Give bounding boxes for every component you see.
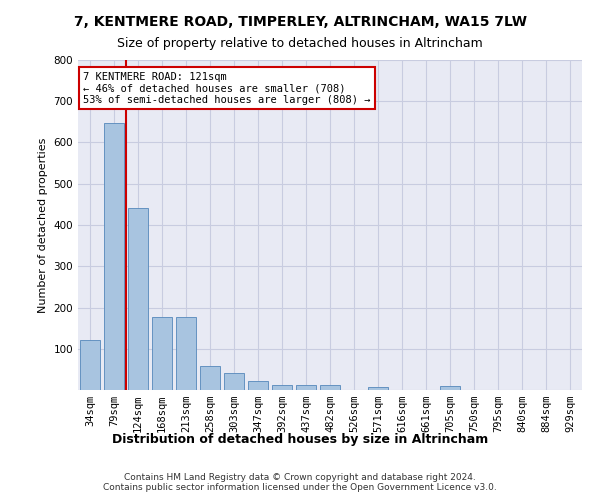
Bar xyxy=(176,316,196,390)
Text: Distribution of detached houses by size in Altrincham: Distribution of detached houses by size … xyxy=(112,432,488,446)
Bar xyxy=(152,316,172,390)
Text: 7, KENTMERE ROAD, TIMPERLEY, ALTRINCHAM, WA15 7LW: 7, KENTMERE ROAD, TIMPERLEY, ALTRINCHAM,… xyxy=(74,15,527,29)
Bar xyxy=(80,340,100,390)
Y-axis label: Number of detached properties: Number of detached properties xyxy=(38,138,48,312)
Bar xyxy=(272,385,292,390)
Bar xyxy=(248,381,268,390)
Bar xyxy=(368,386,388,390)
Bar xyxy=(104,122,124,390)
Bar xyxy=(440,386,460,390)
Bar xyxy=(200,366,220,390)
Bar xyxy=(296,384,316,390)
Bar xyxy=(128,208,148,390)
Text: 7 KENTMERE ROAD: 121sqm
← 46% of detached houses are smaller (708)
53% of semi-d: 7 KENTMERE ROAD: 121sqm ← 46% of detache… xyxy=(83,72,371,105)
Bar xyxy=(320,386,340,390)
Text: Contains HM Land Registry data © Crown copyright and database right 2024.
Contai: Contains HM Land Registry data © Crown c… xyxy=(103,472,497,492)
Text: Size of property relative to detached houses in Altrincham: Size of property relative to detached ho… xyxy=(117,38,483,51)
Bar xyxy=(224,373,244,390)
